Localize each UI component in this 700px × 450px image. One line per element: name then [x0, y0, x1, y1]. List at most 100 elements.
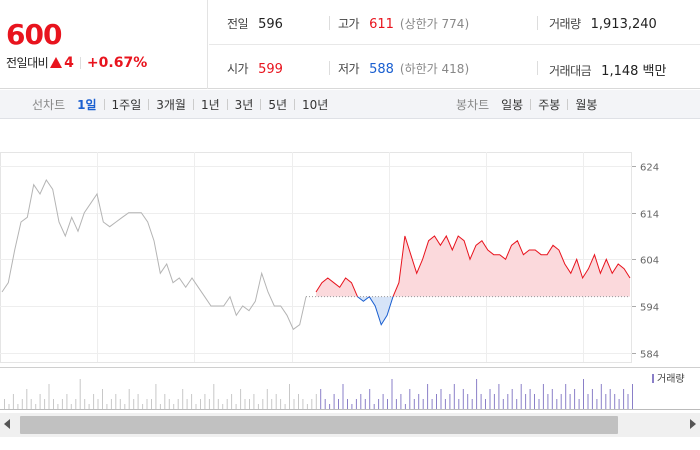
volume-bar: [275, 394, 277, 409]
volume-bar: [378, 399, 380, 409]
volume-bar: [458, 399, 460, 409]
volume-bar: [271, 399, 273, 409]
volume-bar: [39, 394, 41, 409]
volume-bar: [502, 399, 504, 409]
volume-bar: [195, 404, 197, 409]
divider: [567, 99, 569, 110]
volume-bar: [159, 404, 161, 409]
tab-3year[interactable]: 3년: [234, 98, 254, 112]
volume-bar: [177, 399, 179, 409]
tab-10year[interactable]: 10년: [302, 98, 329, 112]
tab-3month[interactable]: 3개월: [156, 98, 186, 112]
volume-bar: [587, 394, 589, 409]
volume-bar: [436, 394, 437, 409]
scroll-left-arrow-icon[interactable]: [4, 419, 10, 429]
volume-bar: [97, 399, 99, 409]
y-tick-label: 604: [640, 256, 659, 267]
volume-bar: [57, 404, 59, 409]
prev-close-label: 전일: [227, 17, 249, 31]
today-series: [306, 234, 631, 326]
volume-bar: [591, 389, 593, 409]
volume-bar: [253, 394, 255, 409]
volume-bar: [609, 389, 611, 409]
volume-bar: [542, 384, 544, 409]
volume-bar: [17, 404, 19, 409]
current-price: 600: [6, 18, 62, 51]
volume-bar: [427, 384, 429, 409]
volume-bar: [208, 399, 210, 409]
current-price-box: 600 전일대비 4 +0.67%: [0, 0, 208, 89]
volume-bar: [382, 394, 384, 409]
prev-close-value: 596: [258, 17, 283, 32]
volume-bar: [4, 399, 5, 409]
volume-bar: [155, 384, 157, 409]
divider: [530, 99, 532, 110]
tab-1year[interactable]: 1년: [200, 98, 220, 112]
divider: [294, 99, 296, 110]
tab-1week[interactable]: 1주일: [111, 98, 142, 112]
volume-bar: [529, 389, 531, 409]
volume-bar: [485, 399, 486, 409]
volume-bar: [186, 399, 188, 409]
volume-bar: [240, 389, 242, 409]
volume-bar: [35, 404, 37, 409]
y-tick-label: 614: [640, 210, 659, 221]
volume-bar: [302, 399, 304, 409]
volume-bar: [534, 394, 535, 409]
volume-bar: [293, 399, 295, 409]
y-tick-label: 584: [640, 350, 659, 361]
volume-bar: [106, 404, 108, 409]
volume-bar: [462, 389, 464, 409]
volume-bar: [471, 399, 473, 409]
volume-bar: [560, 394, 562, 409]
tab-daily[interactable]: 일봉: [501, 98, 524, 112]
y-tick-label: 624: [640, 163, 659, 174]
volume-bar: [61, 399, 63, 409]
volume-legend: 거래량: [652, 373, 685, 385]
volume-bar: [507, 394, 509, 409]
volume-bar: [151, 399, 152, 409]
stat-amount: 거래대금 1,148 백만: [549, 60, 666, 79]
volume-bar: [355, 399, 357, 409]
line-chart-tabs: 선차트 1일 1주일 3개월 1년 3년 5년 10년: [32, 90, 328, 119]
volume-bar: [364, 399, 366, 409]
volume-bar: [231, 394, 233, 409]
volume-bar: [476, 379, 478, 409]
volume-bar: [493, 394, 495, 409]
scroll-right-arrow-icon[interactable]: [690, 419, 696, 429]
volume-bar: [413, 399, 415, 409]
tab-monthly[interactable]: 월봉: [575, 98, 598, 112]
volume-bar: [605, 394, 607, 409]
volume-bar: [583, 379, 584, 409]
price-summary: 600 전일대비 4 +0.67% 전일 596 고가 611 (상한가 774…: [0, 0, 700, 89]
low-label: 저가: [338, 62, 360, 76]
divider: [537, 16, 538, 30]
tab-weekly[interactable]: 주봉: [538, 98, 561, 112]
volume-bar: [137, 394, 139, 409]
volume-bar: [329, 404, 331, 409]
volume-bar: [400, 394, 402, 409]
change-value: 4: [64, 54, 74, 71]
volume-bar: [173, 404, 175, 409]
volume-value: 1,913,240: [590, 17, 657, 32]
change-row: 전일대비 4 +0.67%: [6, 54, 147, 71]
candle-chart-title: 봉차트: [456, 98, 490, 112]
divider: [79, 56, 81, 69]
tab-5year[interactable]: 5년: [268, 98, 288, 112]
low-value: 588: [369, 62, 394, 77]
volume-bar: [315, 394, 317, 409]
open-label: 시가: [227, 62, 249, 76]
volume-bar: [632, 384, 633, 409]
y-axis-ticks: 624 614 604 594 584: [632, 163, 659, 361]
volume-bar: [48, 384, 50, 409]
volume-bar: [298, 394, 299, 409]
up-area: [316, 236, 630, 297]
tab-1day[interactable]: 1일: [77, 98, 97, 112]
volume-bar: [222, 404, 224, 409]
plot-border: [0, 152, 632, 363]
divider: [192, 99, 194, 110]
volume-bar: [235, 404, 237, 409]
volume-bar: [110, 399, 112, 409]
scrollbar-thumb[interactable]: [20, 416, 618, 434]
volume-bar: [511, 389, 513, 409]
